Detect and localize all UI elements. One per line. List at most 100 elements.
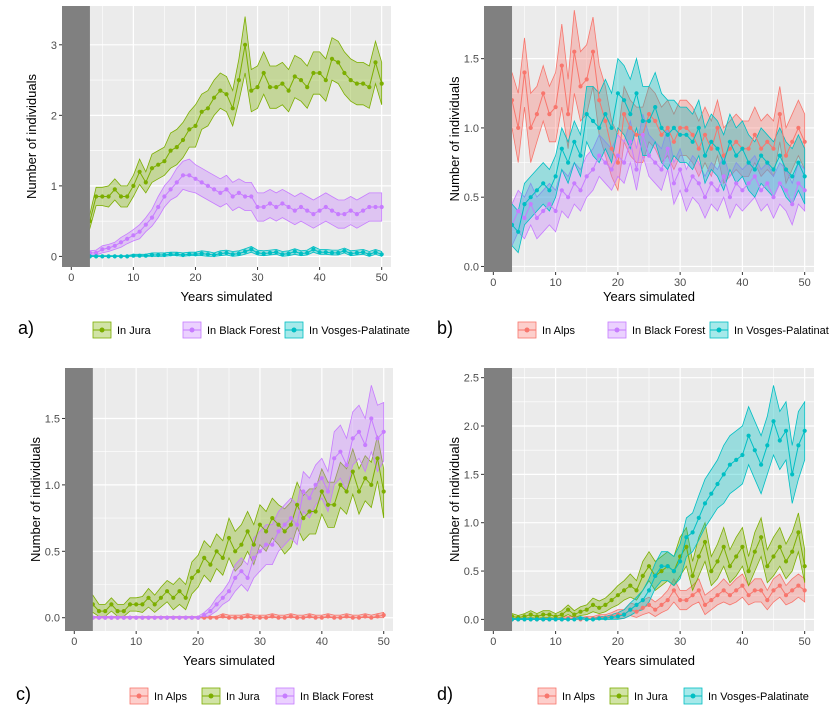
data-point bbox=[665, 125, 670, 130]
data-point bbox=[522, 202, 527, 207]
data-point bbox=[709, 146, 714, 151]
legend-item: In Alps bbox=[129, 687, 188, 705]
data-point bbox=[559, 617, 564, 622]
data-point bbox=[149, 215, 155, 220]
data-point bbox=[734, 139, 739, 144]
data-point bbox=[249, 247, 254, 252]
legend-key-point bbox=[716, 327, 722, 333]
data-point bbox=[205, 252, 210, 257]
data-point bbox=[771, 588, 776, 593]
data-point bbox=[187, 252, 192, 257]
data-point bbox=[734, 181, 739, 186]
data-point bbox=[264, 529, 269, 534]
data-point bbox=[127, 602, 133, 607]
data-point bbox=[566, 112, 571, 117]
data-point bbox=[783, 188, 789, 193]
data-point bbox=[727, 195, 733, 200]
data-point bbox=[205, 106, 210, 111]
data-point bbox=[628, 607, 633, 612]
data-point bbox=[659, 564, 664, 569]
data-point bbox=[329, 208, 335, 213]
data-point bbox=[740, 452, 745, 458]
data-point bbox=[553, 614, 558, 619]
data-point bbox=[572, 181, 577, 186]
data-point bbox=[603, 602, 608, 608]
data-point bbox=[332, 502, 337, 507]
legend-item: In Jura bbox=[92, 321, 152, 339]
data-point bbox=[771, 554, 776, 559]
data-point bbox=[363, 614, 368, 619]
data-point bbox=[790, 549, 795, 554]
data-point bbox=[183, 615, 188, 620]
data-point bbox=[100, 247, 105, 252]
data-point bbox=[301, 615, 306, 620]
data-point bbox=[143, 180, 148, 185]
data-point bbox=[143, 253, 148, 258]
data-point bbox=[301, 489, 306, 494]
data-point bbox=[118, 254, 124, 259]
data-point bbox=[332, 615, 337, 620]
data-point bbox=[261, 204, 266, 210]
x-tick-label: 50 bbox=[799, 636, 811, 648]
data-point bbox=[752, 448, 757, 453]
y-axis-title: Number of individuals bbox=[24, 74, 39, 200]
data-point bbox=[381, 613, 386, 618]
data-point bbox=[226, 535, 232, 541]
data-point bbox=[603, 118, 608, 124]
data-point bbox=[528, 202, 533, 207]
panel-label: d) bbox=[437, 684, 453, 704]
data-point bbox=[646, 588, 652, 593]
data-point bbox=[628, 125, 633, 130]
data-point bbox=[356, 615, 362, 620]
data-point bbox=[777, 544, 782, 550]
data-point bbox=[634, 588, 639, 593]
data-point bbox=[597, 616, 602, 621]
data-point bbox=[224, 187, 229, 192]
data-point bbox=[759, 153, 764, 158]
data-point bbox=[659, 569, 664, 574]
data-point bbox=[131, 253, 136, 258]
data-point bbox=[218, 190, 223, 195]
data-point bbox=[597, 125, 602, 130]
data-point bbox=[251, 542, 256, 547]
data-point bbox=[665, 598, 670, 603]
x-tick-label: 50 bbox=[376, 272, 388, 284]
data-point bbox=[584, 607, 589, 612]
data-point bbox=[584, 617, 589, 622]
data-point bbox=[609, 125, 614, 130]
data-point bbox=[522, 70, 527, 75]
confidence-band bbox=[80, 435, 385, 617]
data-point bbox=[280, 81, 285, 86]
data-point bbox=[572, 49, 577, 54]
x-tick-label: 20 bbox=[612, 277, 624, 289]
y-tick-label: 2.0 bbox=[464, 421, 479, 433]
data-point bbox=[257, 549, 262, 554]
legend-label: In Vosges-Palatinate bbox=[734, 325, 829, 337]
data-point bbox=[292, 208, 297, 213]
data-point bbox=[205, 183, 210, 188]
data-point bbox=[325, 614, 331, 619]
data-point bbox=[298, 251, 304, 256]
data-point bbox=[125, 254, 130, 259]
data-point bbox=[615, 153, 621, 158]
data-point bbox=[367, 252, 372, 257]
data-point bbox=[338, 615, 343, 620]
data-point bbox=[777, 153, 782, 158]
y-tick-label: 0 bbox=[51, 251, 57, 263]
data-point bbox=[547, 202, 552, 207]
legend-key-point bbox=[616, 693, 622, 699]
data-point bbox=[165, 589, 170, 594]
data-point bbox=[158, 615, 163, 620]
data-point bbox=[678, 559, 683, 564]
data-point bbox=[777, 181, 782, 186]
data-point bbox=[628, 139, 633, 144]
data-point bbox=[292, 74, 297, 79]
data-point bbox=[257, 615, 262, 620]
x-tick-label: 40 bbox=[313, 272, 325, 284]
data-point bbox=[218, 251, 223, 256]
data-point bbox=[146, 595, 151, 600]
data-point bbox=[609, 167, 614, 172]
data-point bbox=[274, 204, 279, 210]
x-tick-label: 10 bbox=[127, 272, 139, 284]
data-point bbox=[528, 125, 533, 130]
